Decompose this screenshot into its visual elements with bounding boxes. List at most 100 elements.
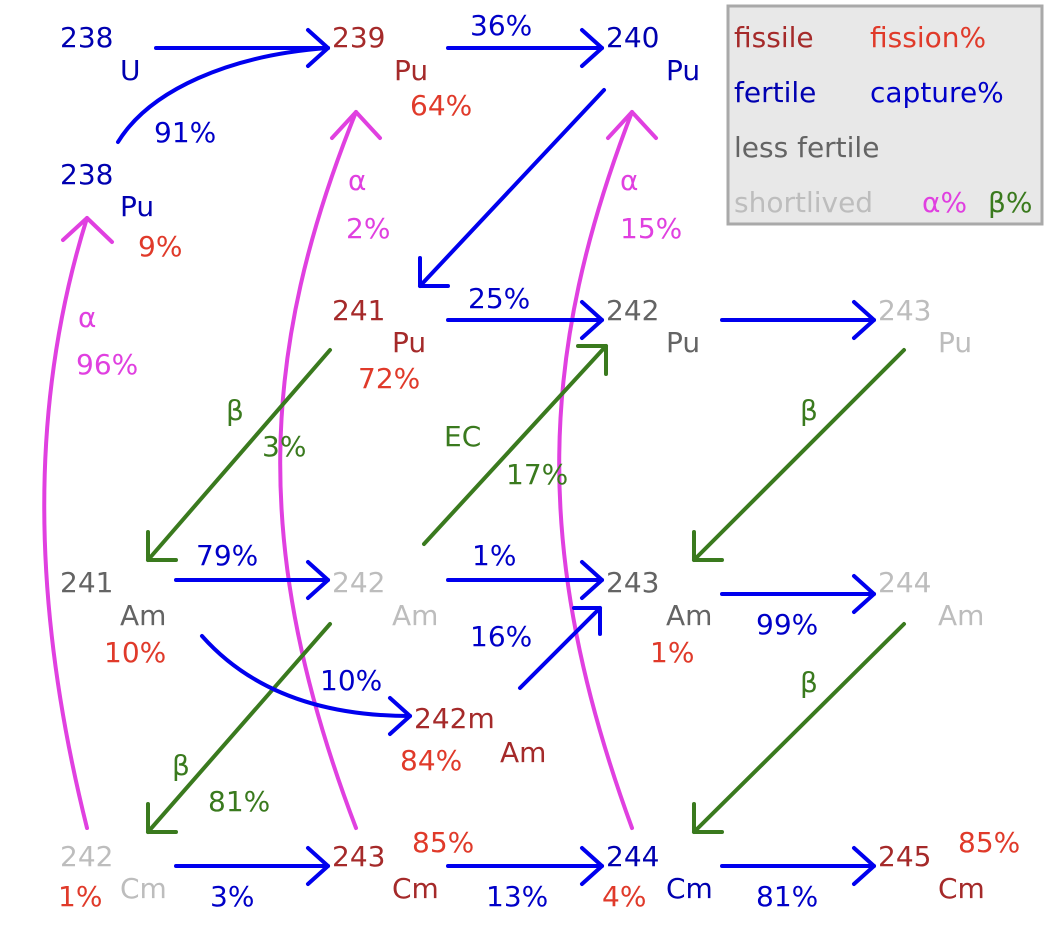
capture-pct-pu241-pu242: 25% <box>468 282 530 315</box>
capture-pct-cm242-cm243: 3% <box>210 880 254 913</box>
alpha-arrow-cm243-pu239 <box>278 110 358 830</box>
mass-am242: 242 <box>332 566 385 599</box>
beta-symbol-am244: β <box>800 666 818 699</box>
alpha-symbol-pu239: α <box>348 164 366 197</box>
capture-arrowhead-pu241 <box>418 256 450 288</box>
nuclide-pu243: 243 Pu <box>878 294 972 359</box>
mass-pu241: 241 <box>332 294 385 327</box>
mass-pu243: 243 <box>878 294 931 327</box>
nuclide-cm242: 242 Cm 1% <box>58 840 167 913</box>
fission-pu241: 72% <box>358 362 420 395</box>
capture-arrow-am241-am242m <box>200 634 412 718</box>
symbol-pu239: Pu <box>394 54 428 87</box>
capture-arrow-pu240-pu241 <box>418 88 606 288</box>
capture-pct-am241-am242: 79% <box>196 539 258 572</box>
symbol-pu238: Pu <box>120 190 154 223</box>
capture-pct-am241-am242m: 10% <box>320 664 382 697</box>
symbol-am243: Am <box>666 599 712 632</box>
alpha-symbol-pu238: α <box>78 301 96 334</box>
beta-arrow-pu241-am241 <box>146 348 332 562</box>
fission-pu239: 64% <box>410 89 472 122</box>
alpha-pct-pu240: 15% <box>620 212 682 245</box>
fission-cm245: 85% <box>958 826 1020 859</box>
mass-am242m: 242m <box>414 702 495 735</box>
capture-percentages: 91% 36% 25% 79% 10% 1% 16% 99% 3% 13% 81… <box>154 9 818 913</box>
fission-am241: 10% <box>104 636 166 669</box>
beta-arrowhead-cm242 <box>146 802 178 834</box>
symbol-am242m: Am <box>500 736 546 769</box>
nuclide-pu240: 240 Pu <box>606 21 700 87</box>
capture-pct-am242m-am243: 16% <box>470 620 532 653</box>
mass-cm244: 244 <box>606 840 659 873</box>
legend-fertile: fertile <box>734 76 816 109</box>
alpha-arrowhead-pu240 <box>606 110 658 140</box>
beta-arrows <box>146 344 906 834</box>
symbol-cm242: Cm <box>120 872 167 905</box>
nuclide-am242: 242 Am <box>332 566 438 632</box>
symbol-u238: U <box>120 54 141 87</box>
beta-arrowhead-cm244 <box>692 802 724 834</box>
nuclide-pu239: 239 Pu 64% <box>332 21 472 122</box>
symbol-am242: Am <box>392 599 438 632</box>
capture-arrowhead-am242 <box>306 560 330 600</box>
mass-cm243: 243 <box>332 840 385 873</box>
capture-arrowhead-pu243 <box>852 300 876 340</box>
beta-arrowhead-am241 <box>146 530 178 562</box>
alpha-arrowhead-pu238 <box>61 216 114 244</box>
fission-cm242: 1% <box>58 880 102 913</box>
mass-pu240: 240 <box>606 21 659 54</box>
symbol-pu241: Pu <box>392 326 426 359</box>
ec-pct-am242: 17% <box>506 458 568 491</box>
capture-arrowhead-am244 <box>852 574 876 614</box>
fission-am242m: 84% <box>400 744 462 777</box>
nuclide-pu238: 238 Pu 9% <box>60 158 182 263</box>
symbol-pu243: Pu <box>938 326 972 359</box>
mass-cm242: 242 <box>60 840 113 873</box>
capture-arrowhead-cm244 <box>580 846 604 886</box>
nuclide-cm243: 243 Cm 85% <box>332 826 474 905</box>
capture-arrowhead-am243-diag <box>572 606 602 636</box>
mass-pu239: 239 <box>332 21 385 54</box>
alpha-arrowhead-pu239 <box>330 110 382 140</box>
ec-arrowhead-pu242 <box>576 344 608 376</box>
nuclide-am243: 243 Am 1% <box>606 566 712 669</box>
capture-arrowhead-pu242 <box>580 300 604 340</box>
legend: fissile fission% fertile capture% less f… <box>726 4 1044 226</box>
capture-arrowhead-pu240 <box>580 28 604 68</box>
symbol-cm244: Cm <box>666 872 713 905</box>
legend-shortlived: shortlived <box>734 186 873 219</box>
alpha-pct-pu238: 96% <box>76 348 138 381</box>
capture-arrow-am242m-am243 <box>518 606 602 690</box>
legend-capture-pct: capture% <box>870 76 1004 109</box>
nuclide-cm244: 244 Cm 4% <box>602 840 713 913</box>
beta-arrow-am244-cm244 <box>692 622 906 834</box>
capture-pct-am243-am244: 99% <box>756 608 818 641</box>
symbol-pu242: Pu <box>666 326 700 359</box>
mass-am244: 244 <box>878 566 931 599</box>
alpha-pct-pu239: 2% <box>346 212 390 245</box>
alpha-arrow-cm244-pu240 <box>557 110 634 830</box>
beta-arrow-am242-cm242 <box>146 622 332 834</box>
ec-arrow-am242-pu242 <box>422 344 608 546</box>
beta-labels: β 3% EC 17% β 81% β β <box>172 394 818 818</box>
capture-pct-cm243-cm244: 13% <box>486 880 548 913</box>
mass-am243: 243 <box>606 566 659 599</box>
capture-pct-pu239-pu240: 36% <box>470 9 532 42</box>
capture-arrowhead-cm245 <box>852 846 876 886</box>
legend-box <box>726 4 1044 226</box>
symbol-am241: Am <box>120 599 166 632</box>
beta-symbol-pu243: β <box>800 394 818 427</box>
legend-fission-pct: fission% <box>870 21 986 54</box>
fission-am243: 1% <box>650 636 694 669</box>
symbol-cm243: Cm <box>392 872 439 905</box>
legend-less-fertile: less fertile <box>734 131 879 164</box>
alpha-arrow-cm242-pu238 <box>42 216 89 830</box>
beta-arrowhead-am243 <box>692 530 724 562</box>
ec-label-am242: EC <box>444 420 481 453</box>
symbol-pu240: Pu <box>666 54 700 87</box>
nuclide-am244: 244 Am <box>878 566 984 632</box>
nuclide-cm245: 245 Cm 85% <box>878 826 1020 905</box>
fission-pu238: 9% <box>138 230 182 263</box>
capture-arrowhead-cm243 <box>306 846 330 886</box>
